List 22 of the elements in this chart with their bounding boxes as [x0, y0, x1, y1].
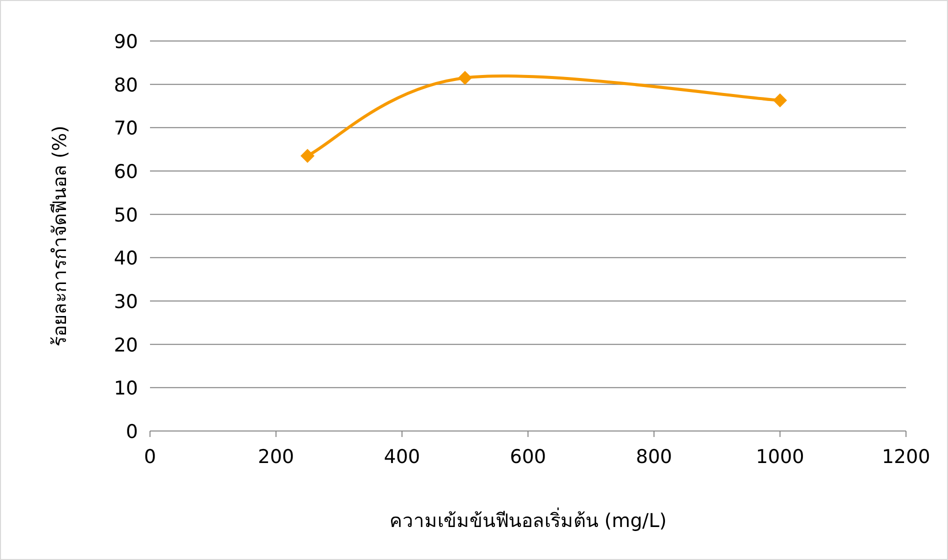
y-tick-label: 20 [114, 334, 138, 356]
x-axis-title: ความเข้มข้นฟีนอลเริ่มต้น (mg/L) [389, 507, 667, 532]
y-axis-title: ร้อยละการกำจัดฟีนอล (%) [49, 126, 71, 346]
y-tick-label: 90 [114, 31, 138, 53]
x-tick-label: 0 [144, 446, 156, 468]
x-tick-label: 400 [384, 446, 420, 468]
y-tick-label: 40 [114, 248, 138, 270]
x-tick-label: 1000 [756, 446, 804, 468]
y-tick-label: 80 [114, 74, 138, 96]
y-tick-label: 30 [114, 291, 138, 313]
x-tick-label: 800 [636, 446, 672, 468]
y-tick-label: 60 [114, 161, 138, 183]
x-tick-label: 1200 [882, 446, 930, 468]
point [773, 93, 787, 108]
point [300, 148, 314, 163]
y-tick-label: 70 [114, 118, 138, 140]
y-tick-label: 0 [126, 421, 138, 443]
point [458, 70, 472, 85]
y-tick-label: 50 [114, 204, 138, 226]
x-tick-label: 200 [258, 446, 294, 468]
x-tick-label: 600 [510, 446, 546, 468]
y-tick-label: 10 [114, 378, 138, 400]
